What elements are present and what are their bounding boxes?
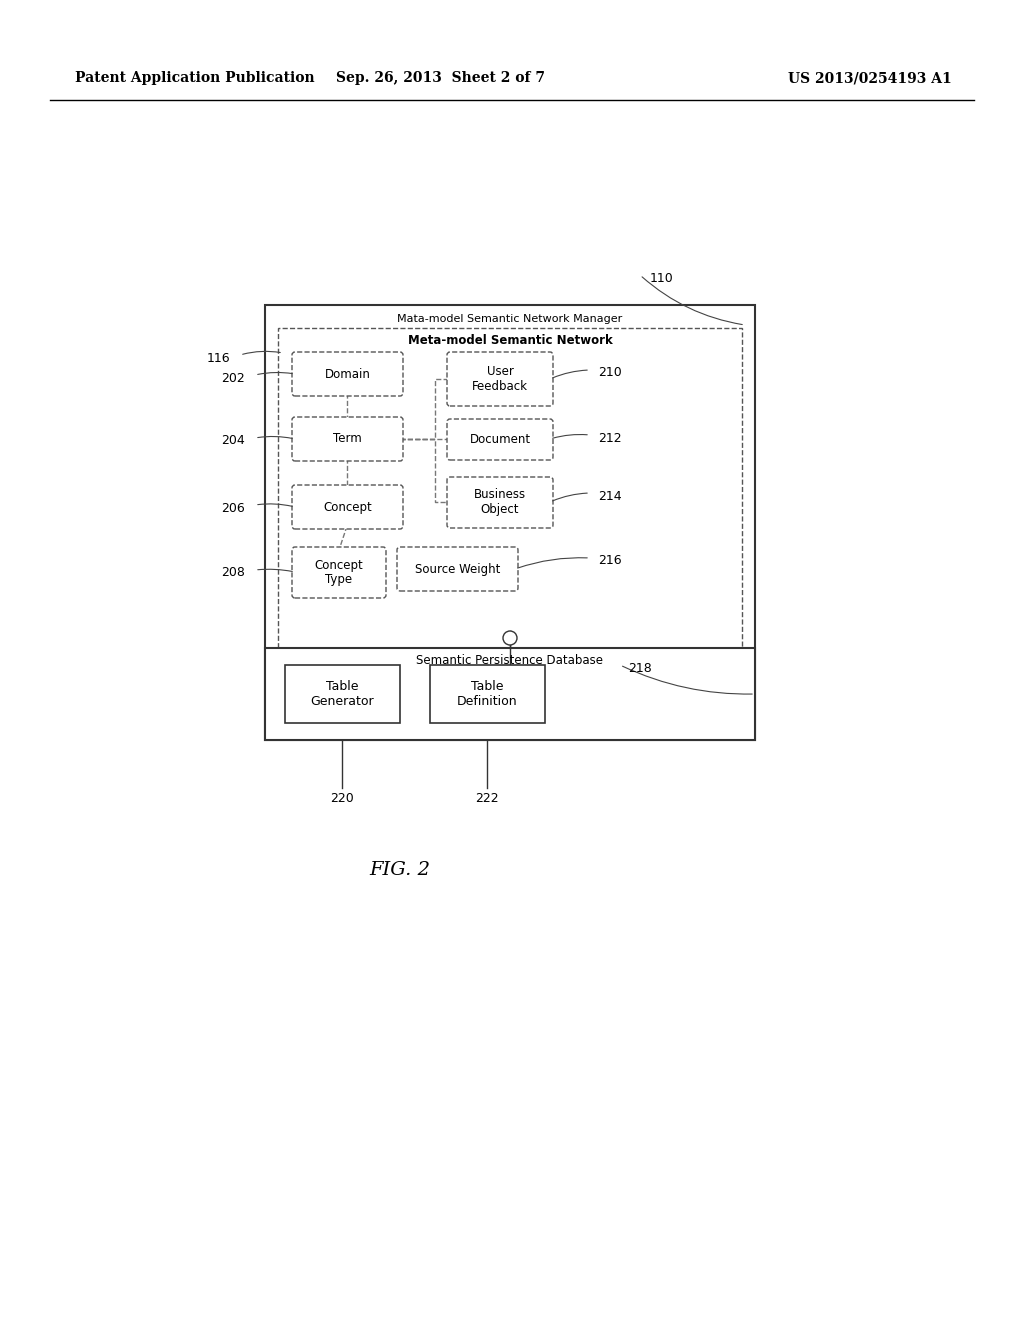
Text: Concept
Type: Concept Type: [314, 558, 364, 586]
Text: 110: 110: [650, 272, 674, 285]
Text: 208: 208: [221, 566, 245, 579]
Text: Semantic Persistence Database: Semantic Persistence Database: [417, 655, 603, 668]
Text: Document: Document: [469, 433, 530, 446]
Text: 220: 220: [330, 792, 354, 804]
Text: Meta-model Semantic Network: Meta-model Semantic Network: [408, 334, 612, 347]
Text: 116: 116: [207, 351, 230, 364]
Bar: [265, 648, 755, 741]
Text: US 2013/0254193 A1: US 2013/0254193 A1: [788, 71, 952, 84]
FancyBboxPatch shape: [292, 484, 403, 529]
FancyBboxPatch shape: [447, 477, 553, 528]
Text: Business
Object: Business Object: [474, 488, 526, 516]
FancyBboxPatch shape: [292, 546, 386, 598]
FancyBboxPatch shape: [397, 546, 518, 591]
Circle shape: [503, 631, 517, 645]
Text: 210: 210: [598, 367, 622, 380]
FancyBboxPatch shape: [447, 418, 553, 459]
FancyBboxPatch shape: [447, 352, 553, 407]
Text: Term: Term: [333, 433, 361, 446]
Bar: [278, 327, 742, 668]
Text: 222: 222: [475, 792, 499, 804]
Bar: [285, 665, 400, 723]
Text: 212: 212: [598, 432, 622, 445]
Text: Domain: Domain: [325, 367, 371, 380]
Text: 202: 202: [221, 371, 245, 384]
Text: Source Weight: Source Weight: [415, 562, 500, 576]
Text: FIG. 2: FIG. 2: [370, 861, 430, 879]
Text: 214: 214: [598, 490, 622, 503]
Text: Mata-model Semantic Network Manager: Mata-model Semantic Network Manager: [397, 314, 623, 323]
Text: 216: 216: [598, 554, 622, 568]
Text: Table
Definition: Table Definition: [457, 680, 518, 708]
Text: 204: 204: [221, 434, 245, 447]
Bar: [430, 665, 545, 723]
Bar: [265, 305, 755, 741]
Text: Concept: Concept: [324, 500, 372, 513]
Text: Table
Generator: Table Generator: [310, 680, 375, 708]
Text: User
Feedback: User Feedback: [472, 366, 528, 393]
Text: 218: 218: [628, 661, 651, 675]
Text: Sep. 26, 2013  Sheet 2 of 7: Sep. 26, 2013 Sheet 2 of 7: [336, 71, 545, 84]
Text: Patent Application Publication: Patent Application Publication: [75, 71, 314, 84]
Text: 206: 206: [221, 502, 245, 515]
FancyBboxPatch shape: [292, 417, 403, 461]
FancyBboxPatch shape: [292, 352, 403, 396]
